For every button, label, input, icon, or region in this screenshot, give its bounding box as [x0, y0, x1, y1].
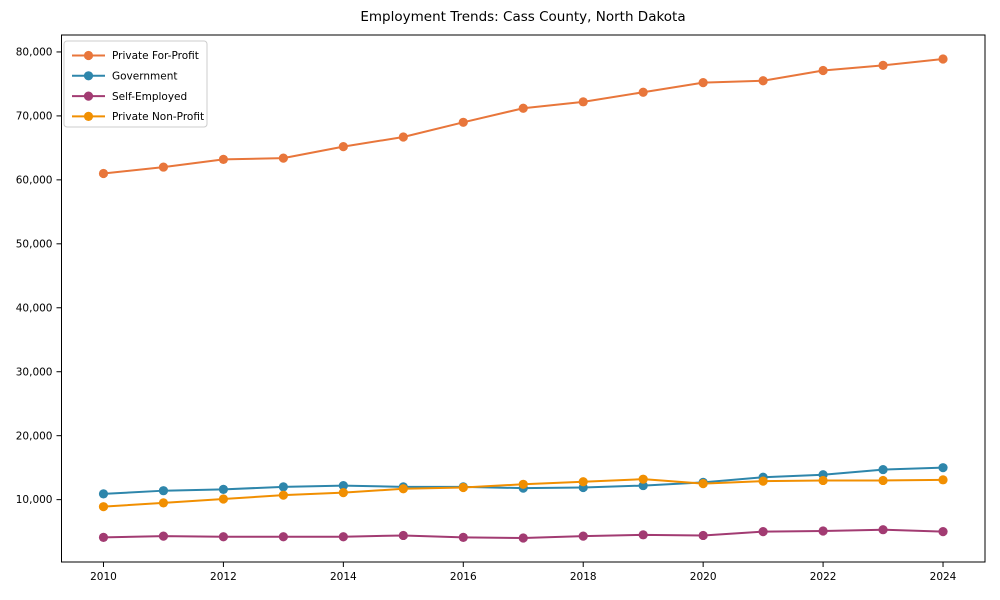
data-point-self-employed-2010 [98, 532, 109, 542]
y-tick-label: 10,000 [16, 494, 53, 506]
data-point-private-for-profit-2021 [758, 76, 768, 86]
series-private-non-profit [98, 474, 948, 512]
y-tick-label: 40,000 [16, 302, 53, 314]
data-point-private-for-profit-2011 [158, 162, 169, 172]
y-tick-label: 20,000 [16, 430, 53, 442]
data-point-private-non-profit-2024 [938, 475, 948, 485]
legend-box [63, 40, 208, 128]
legend-label-self-employed: Self-Employed [112, 91, 187, 103]
y-tick-label: 50,000 [16, 238, 53, 250]
data-point-self-employed-2015 [398, 530, 408, 541]
data-point-private-non-profit-2022 [818, 475, 828, 486]
data-point-self-employed-2016 [458, 532, 468, 542]
data-point-private-non-profit-2016 [458, 482, 468, 493]
legend-marker-icon-private-non-profit [83, 111, 94, 121]
series-private-for-profit [98, 54, 948, 179]
legend-marker-icon-self-employed [83, 91, 94, 101]
data-point-private-for-profit-2018 [578, 97, 588, 107]
data-point-private-non-profit-2018 [578, 477, 588, 487]
data-point-self-employed-2021 [758, 527, 768, 537]
data-point-self-employed-2022 [818, 526, 828, 536]
x-tick-label: 2014 [330, 571, 357, 583]
legend-marker-icon-government [83, 71, 94, 81]
data-point-government-2010 [98, 489, 109, 499]
legend: Private For-Profit Government Self-Employe… [63, 40, 208, 128]
data-point-self-employed-2011 [158, 531, 169, 541]
data-point-private-for-profit-2022 [818, 65, 828, 76]
data-point-private-for-profit-2016 [458, 117, 468, 127]
data-point-private-non-profit-2012 [218, 494, 229, 504]
y-axis: 10,000 20,000 30,000 40,000 50,000 60,000 70,0… [16, 47, 62, 506]
data-point-self-employed-2014 [338, 532, 348, 542]
data-point-private-for-profit-2020 [698, 78, 708, 88]
data-point-private-for-profit-2013 [278, 153, 288, 163]
data-point-private-non-profit-2023 [878, 475, 888, 486]
data-point-government-2012 [218, 484, 229, 495]
legend-label-private-for-profit: Private For-Profit [112, 50, 199, 62]
data-point-self-employed-2020 [698, 530, 708, 541]
data-point-private-non-profit-2011 [158, 498, 169, 508]
legend-marker-icon-private-for-profit [83, 50, 94, 61]
legend-label-private-non-profit: Private Non-Profit [112, 111, 204, 123]
series-self-employed [98, 525, 948, 543]
y-tick-label: 30,000 [16, 366, 53, 378]
data-point-government-2019 [638, 480, 648, 491]
y-tick-label: 70,000 [16, 111, 53, 123]
data-point-private-for-profit-2023 [878, 60, 888, 70]
data-point-government-2014 [338, 480, 348, 491]
data-point-self-employed-2017 [518, 533, 528, 543]
x-axis: 2010 2012 2014 2016 2018 2020 2022 2024 [90, 562, 957, 583]
data-point-private-non-profit-2014 [338, 488, 348, 498]
y-tick-label: 80,000 [16, 47, 53, 59]
data-point-government-2013 [278, 482, 288, 492]
x-tick-label: 2024 [930, 571, 957, 583]
data-point-private-for-profit-2014 [338, 142, 348, 152]
data-point-self-employed-2013 [278, 532, 288, 542]
x-tick-label: 2016 [450, 571, 477, 583]
chart-title: Employment Trends: Cass County, North Da… [360, 9, 686, 25]
data-point-private-for-profit-2015 [398, 132, 408, 142]
data-point-government-2024 [938, 463, 948, 473]
data-point-self-employed-2012 [218, 532, 229, 542]
x-tick-label: 2018 [570, 571, 597, 583]
x-tick-label: 2010 [90, 571, 117, 583]
data-point-government-2011 [158, 486, 169, 496]
data-point-private-for-profit-2024 [938, 54, 948, 64]
data-point-self-employed-2018 [578, 531, 588, 541]
x-tick-label: 2012 [210, 571, 237, 583]
data-point-private-non-profit-2021 [758, 476, 768, 486]
data-point-government-2023 [878, 464, 888, 475]
data-point-self-employed-2024 [938, 527, 948, 537]
y-tick-label: 60,000 [16, 174, 53, 186]
data-point-private-for-profit-2019 [638, 87, 648, 97]
x-tick-label: 2020 [690, 571, 717, 583]
x-tick-label: 2022 [810, 571, 837, 583]
data-point-private-for-profit-2010 [98, 168, 109, 179]
data-point-private-for-profit-2012 [218, 154, 229, 164]
data-point-private-non-profit-2017 [518, 479, 528, 489]
data-point-private-for-profit-2017 [518, 103, 528, 113]
legend-label-government: Government [112, 71, 177, 83]
data-point-private-non-profit-2013 [278, 490, 288, 500]
data-point-private-non-profit-2019 [638, 474, 648, 484]
data-point-self-employed-2023 [878, 525, 888, 535]
data-point-self-employed-2019 [638, 530, 648, 540]
data-point-private-non-profit-2020 [698, 479, 708, 489]
data-point-private-non-profit-2010 [98, 502, 109, 512]
data-point-private-non-profit-2015 [398, 484, 408, 494]
